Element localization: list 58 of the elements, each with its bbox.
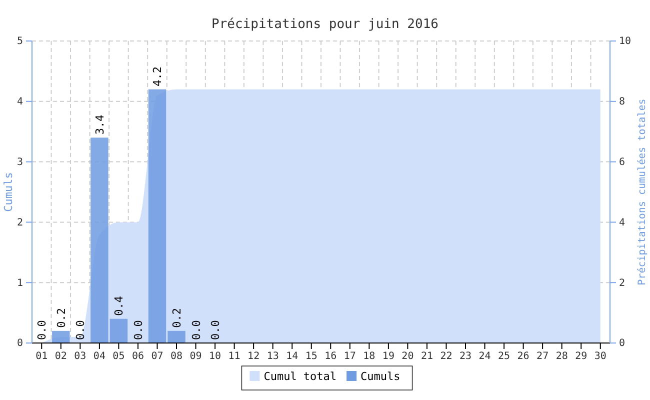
- y-tick-label: 1: [16, 278, 23, 289]
- x-tick-label: 23: [459, 351, 472, 362]
- x-tick-label: 26: [517, 351, 530, 362]
- data-label: 3.4: [93, 114, 106, 135]
- x-tick-label: 01: [36, 351, 48, 362]
- x-tick-label: 04: [93, 351, 106, 362]
- x-tick-label: 29: [575, 351, 588, 362]
- y-tick-label: 5: [16, 36, 23, 48]
- data-label: 0.0: [190, 320, 203, 340]
- x-tick-label: 15: [305, 351, 318, 362]
- y2-tick-label: 0: [619, 338, 626, 350]
- data-label: 0.4: [112, 296, 126, 316]
- legend-label: Cumuls: [360, 370, 400, 383]
- x-tick-label: 11: [228, 351, 240, 362]
- y-tick-label: 3: [16, 157, 23, 168]
- y2-axis-title: Précipitations cumulées totales: [637, 98, 648, 286]
- x-tick-label: 08: [170, 351, 183, 362]
- x-tick-label: 21: [420, 351, 433, 362]
- x-tick-label: 13: [266, 351, 279, 362]
- x-tick-label: 02: [54, 351, 67, 362]
- x-tick-label: 28: [556, 351, 568, 362]
- legend-label: Cumul total: [264, 370, 337, 383]
- x-tick-label: 07: [151, 351, 164, 362]
- y-tick-label: 2: [16, 217, 23, 228]
- y2-tick-label: 8: [619, 96, 626, 108]
- data-label: 0.2: [170, 308, 184, 328]
- x-tick-label: 20: [402, 351, 414, 362]
- x-tick-label: 17: [344, 351, 356, 362]
- x-tick-label: 18: [363, 351, 376, 362]
- y2-tick-label: 10: [619, 36, 632, 48]
- bar: [52, 330, 70, 343]
- x-tick-label: 30: [594, 351, 606, 362]
- y2-tick-label: 6: [619, 157, 626, 168]
- data-label: 0.2: [54, 308, 68, 328]
- x-tick-label: 05: [112, 351, 125, 362]
- x-tick-label: 27: [536, 351, 549, 362]
- x-tick-label: 22: [440, 351, 452, 362]
- data-label: 0.0: [74, 320, 88, 340]
- chart-title: Précipitations pour juin 2016: [212, 17, 438, 32]
- x-tick-label: 14: [286, 351, 298, 362]
- data-label: 4.2: [151, 66, 164, 86]
- data-label: 0.0: [132, 320, 145, 340]
- data-label: 0.0: [209, 320, 222, 340]
- y-tick-label: 0: [16, 338, 23, 350]
- x-tick-label: 06: [132, 351, 144, 362]
- x-tick-label: 10: [209, 351, 222, 362]
- x-tick-label: 09: [190, 351, 202, 362]
- data-label: 0.0: [36, 320, 49, 340]
- y2-tick-label: 4: [619, 217, 626, 228]
- x-tick-label: 25: [498, 351, 510, 362]
- x-tick-label: 16: [324, 351, 337, 362]
- x-tick-label: 19: [382, 351, 394, 362]
- y-axis-title: Cumuls: [2, 172, 15, 212]
- y-tick-label: 4: [16, 96, 23, 108]
- x-tick-label: 24: [478, 351, 491, 362]
- x-tick-label: 03: [74, 351, 86, 362]
- x-tick-label: 12: [248, 351, 260, 362]
- y2-tick-label: 2: [619, 278, 626, 289]
